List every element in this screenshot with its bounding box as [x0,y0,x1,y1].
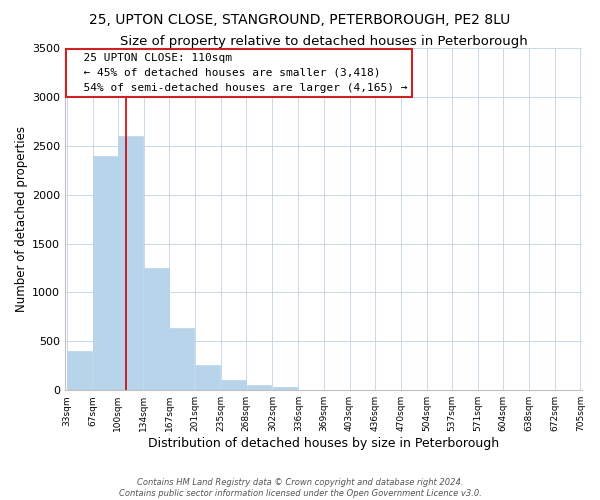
Text: 25 UPTON CLOSE: 110sqm
  ← 45% of detached houses are smaller (3,418)
  54% of s: 25 UPTON CLOSE: 110sqm ← 45% of detached… [70,53,408,92]
Bar [93,156,118,390]
X-axis label: Distribution of detached houses by size in Peterborough: Distribution of detached houses by size … [148,437,499,450]
Bar [144,268,169,390]
Bar [247,386,271,390]
Bar [272,388,297,390]
Bar [67,351,92,390]
Y-axis label: Number of detached properties: Number of detached properties [15,126,28,312]
Bar [221,380,246,390]
Bar [118,136,143,390]
Title: Size of property relative to detached houses in Peterborough: Size of property relative to detached ho… [119,35,527,48]
Bar [196,365,220,390]
Text: 25, UPTON CLOSE, STANGROUND, PETERBOROUGH, PE2 8LU: 25, UPTON CLOSE, STANGROUND, PETERBOROUG… [89,12,511,26]
Text: Contains HM Land Registry data © Crown copyright and database right 2024.
Contai: Contains HM Land Registry data © Crown c… [119,478,481,498]
Bar [169,328,194,390]
